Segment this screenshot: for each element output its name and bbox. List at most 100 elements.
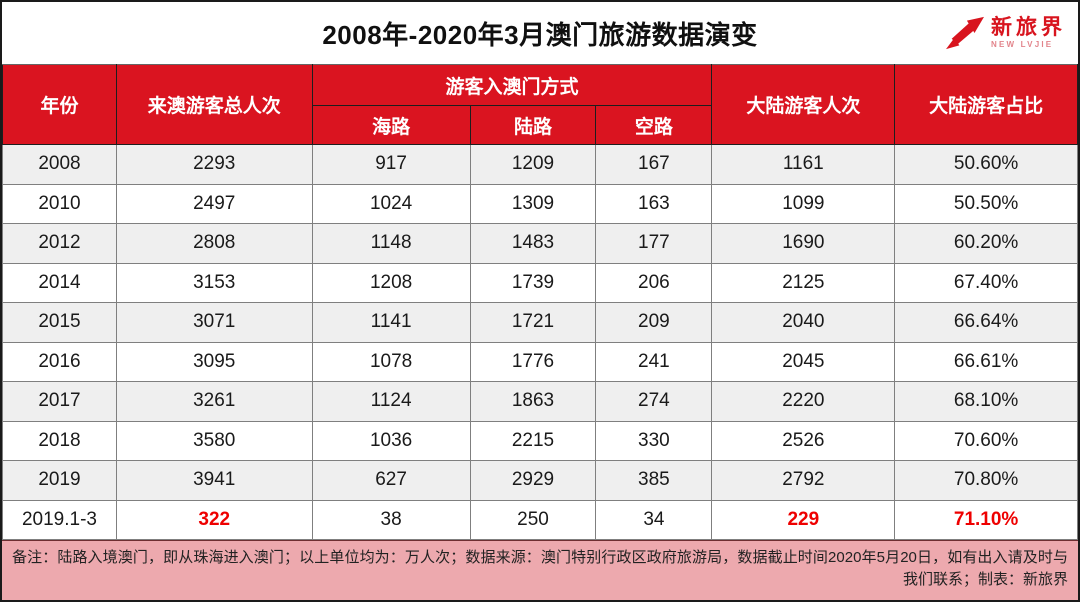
cell-year: 2015 — [2, 302, 117, 343]
cell-mainland-visitors: 2792 — [711, 460, 896, 501]
table-row: 2016 3095 1078 1776 241 2045 66.61% — [2, 341, 1078, 382]
cell-air-route: 385 — [595, 460, 713, 501]
cell-land-route: 1483 — [469, 223, 597, 264]
cell-year: 2018 — [2, 420, 117, 461]
cell-land-route: 1739 — [469, 262, 597, 303]
cell-land-route: 1721 — [469, 302, 597, 343]
cell-sea-route: 627 — [311, 460, 471, 501]
cell-total-visitors: 3153 — [115, 262, 313, 303]
logo-arrow-icon — [946, 16, 984, 50]
col-header-sea-route: 海路 — [311, 105, 471, 145]
cell-total-visitors: 322 — [115, 499, 313, 540]
cell-air-route: 209 — [595, 302, 713, 343]
table-row: 2010 2497 1024 1309 163 1099 50.50% — [2, 183, 1078, 224]
cell-mainland-share: 50.60% — [894, 144, 1078, 185]
footnote-line2: 我们联系；制表：新旅界 — [902, 571, 1068, 588]
page-title: 2008年-2020年3月澳门旅游数据演变 — [322, 19, 758, 50]
table-row: 2017 3261 1124 1863 274 2220 68.10% — [2, 381, 1078, 422]
cell-air-route: 241 — [595, 341, 713, 382]
cell-land-route: 1863 — [469, 381, 597, 422]
cell-total-visitors: 3261 — [115, 381, 313, 422]
cell-mainland-visitors: 1099 — [711, 183, 896, 224]
table-row: 2019.1-3 322 38 250 34 229 71.10% — [2, 499, 1078, 540]
table-header: 年份 来澳游客总人次 游客入澳门方式 大陆游客人次 大陆游客占比 海路 陆路 空… — [2, 64, 1078, 145]
cell-year: 2014 — [2, 262, 117, 303]
cell-mainland-share: 60.20% — [894, 223, 1078, 264]
cell-total-visitors: 3071 — [115, 302, 313, 343]
cell-mainland-visitors: 2125 — [711, 262, 896, 303]
cell-land-route: 1209 — [469, 144, 597, 185]
table-row: 2014 3153 1208 1739 206 2125 67.40% — [2, 262, 1078, 303]
cell-mainland-visitors: 2220 — [711, 381, 896, 422]
table-row: 2015 3071 1141 1721 209 2040 66.64% — [2, 302, 1078, 343]
cell-air-route: 274 — [595, 381, 713, 422]
cell-year: 2008 — [2, 144, 117, 185]
cell-year: 2010 — [2, 183, 117, 224]
cell-air-route: 206 — [595, 262, 713, 303]
cell-land-route: 1776 — [469, 341, 597, 382]
cell-sea-route: 1078 — [311, 341, 471, 382]
cell-mainland-share: 70.80% — [894, 460, 1078, 501]
col-header-air-route: 空路 — [595, 105, 713, 145]
cell-total-visitors: 3941 — [115, 460, 313, 501]
title-bar: 2008年-2020年3月澳门旅游数据演变 新旅界 NEW LVJIE — [2, 2, 1078, 64]
cell-mainland-visitors: 229 — [711, 499, 896, 540]
brand-text: 新旅界 NEW LVJIE — [991, 17, 1066, 49]
col-header-year: 年份 — [2, 64, 117, 145]
table-row: 2019 3941 627 2929 385 2792 70.80% — [2, 460, 1078, 501]
cell-sea-route: 1148 — [311, 223, 471, 264]
cell-mainland-visitors: 2526 — [711, 420, 896, 461]
cell-mainland-visitors: 1161 — [711, 144, 896, 185]
col-header-entry-method-group: 游客入澳门方式 — [311, 64, 713, 106]
table-body: 2008 2293 917 1209 167 1161 50.60% 2010 2497 1024… — [2, 144, 1078, 540]
col-header-mainland-visitors: 大陆游客人次 — [711, 64, 896, 145]
cell-sea-route: 1124 — [311, 381, 471, 422]
cell-air-route: 163 — [595, 183, 713, 224]
cell-mainland-share: 50.50% — [894, 183, 1078, 224]
col-header-land-route: 陆路 — [469, 105, 597, 145]
cell-sea-route: 917 — [311, 144, 471, 185]
cell-sea-route: 1036 — [311, 420, 471, 461]
cell-land-route: 1309 — [469, 183, 597, 224]
cell-total-visitors: 3580 — [115, 420, 313, 461]
table-row: 2008 2293 917 1209 167 1161 50.60% — [2, 144, 1078, 185]
cell-total-visitors: 2808 — [115, 223, 313, 264]
cell-mainland-share: 71.10% — [894, 499, 1078, 540]
cell-mainland-share: 66.64% — [894, 302, 1078, 343]
cell-mainland-share: 66.61% — [894, 341, 1078, 382]
cell-sea-route: 1141 — [311, 302, 471, 343]
cell-sea-route: 38 — [311, 499, 471, 540]
cell-year: 2017 — [2, 381, 117, 422]
cell-total-visitors: 2293 — [115, 144, 313, 185]
col-header-mainland-share: 大陆游客占比 — [894, 64, 1078, 145]
cell-mainland-visitors: 1690 — [711, 223, 896, 264]
cell-sea-route: 1024 — [311, 183, 471, 224]
brand-logo: 新旅界 NEW LVJIE — [944, 14, 1066, 52]
cell-mainland-share: 68.10% — [894, 381, 1078, 422]
cell-mainland-visitors: 2040 — [711, 302, 896, 343]
cell-air-route: 34 — [595, 499, 713, 540]
cell-year: 2019 — [2, 460, 117, 501]
table-row: 2012 2808 1148 1483 177 1690 60.20% — [2, 223, 1078, 264]
cell-year: 2016 — [2, 341, 117, 382]
cell-mainland-share: 70.60% — [894, 420, 1078, 461]
data-table: 年份 来澳游客总人次 游客入澳门方式 大陆游客人次 大陆游客占比 海路 陆路 空… — [2, 64, 1078, 540]
footnote-line1: 备注：陆路入境澳门，即从珠海进入澳门；以上单位均为：万人次；数据来源：澳门特别行… — [12, 549, 1068, 566]
cell-mainland-share: 67.40% — [894, 262, 1078, 303]
cell-land-route: 2929 — [469, 460, 597, 501]
cell-sea-route: 1208 — [311, 262, 471, 303]
cell-air-route: 330 — [595, 420, 713, 461]
cell-year: 2012 — [2, 223, 117, 264]
cell-year: 2019.1-3 — [2, 499, 117, 540]
col-header-total-visitors: 来澳游客总人次 — [115, 64, 313, 145]
cell-mainland-visitors: 2045 — [711, 341, 896, 382]
cell-land-route: 250 — [469, 499, 597, 540]
cell-air-route: 167 — [595, 144, 713, 185]
brand-name: 新旅界 — [991, 16, 1066, 39]
brand-subtitle: NEW LVJIE — [991, 40, 1054, 49]
cell-total-visitors: 3095 — [115, 341, 313, 382]
footnote: 备注：陆路入境澳门，即从珠海进入澳门；以上单位均为：万人次；数据来源：澳门特别行… — [2, 540, 1078, 600]
table-row: 2018 3580 1036 2215 330 2526 70.60% — [2, 420, 1078, 461]
cell-land-route: 2215 — [469, 420, 597, 461]
